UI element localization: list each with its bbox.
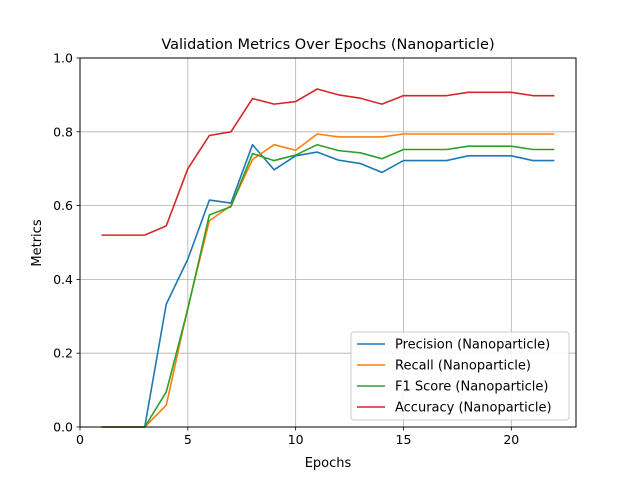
x-tick-label: 0	[76, 432, 84, 447]
chart-title: Validation Metrics Over Epochs (Nanopart…	[161, 37, 494, 53]
series-line-precision	[101, 143, 555, 428]
series-line-accuracy	[101, 88, 555, 236]
y-tick-label: 0.0	[53, 420, 73, 435]
x-axis: 0 5 10 15 20	[76, 427, 519, 447]
y-tick-label: 0.8	[53, 124, 73, 139]
series-line-recall	[101, 133, 555, 428]
legend-box	[350, 331, 570, 421]
y-tick-label: 0.6	[53, 198, 73, 213]
y-axis-label: Metrics	[30, 219, 45, 266]
legend-label-accuracy: Accuracy (Nanoparticle)	[395, 401, 552, 416]
x-tick-label: 5	[184, 432, 192, 447]
series-layer	[101, 88, 555, 428]
y-tick-label: 1.0	[53, 51, 73, 66]
x-tick-label: 10	[288, 432, 304, 447]
legend-label-precision: Precision (Nanoparticle)	[395, 338, 550, 353]
x-tick-label: 20	[503, 432, 519, 447]
legend-label-f1: F1 Score (Nanoparticle)	[395, 380, 548, 395]
legend: Precision (Nanoparticle) Recall (Nanopart…	[350, 331, 570, 421]
y-axis: 0.0 0.2 0.4 0.6 0.8 1.0	[53, 51, 80, 435]
y-tick-label: 0.2	[53, 346, 73, 361]
y-tick-label: 0.4	[53, 272, 73, 287]
x-axis-label: Epochs	[305, 456, 352, 471]
plot-frame	[79, 57, 577, 428]
legend-label-recall: Recall (Nanoparticle)	[395, 359, 531, 374]
x-tick-label: 15	[396, 432, 412, 447]
series-line-f1	[101, 143, 555, 428]
